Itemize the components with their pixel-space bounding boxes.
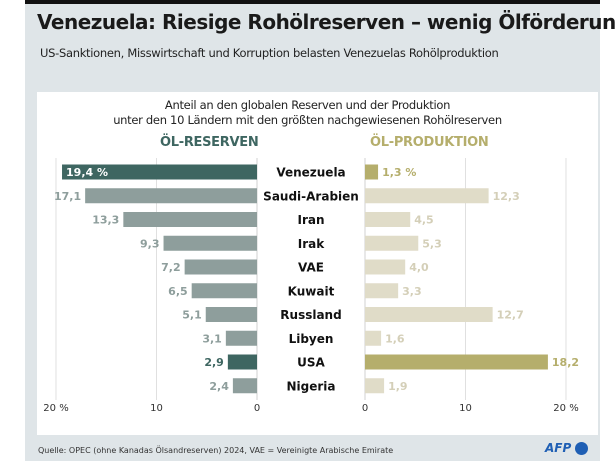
subtitle: US-Sanktionen, Misswirtschaft und Korrup…	[40, 46, 499, 60]
reserve-value-label: 19,4 %	[66, 166, 108, 179]
production-value-label: 18,2	[552, 356, 579, 369]
reserves-header: ÖL-RESERVEN	[160, 135, 259, 150]
category-label: USA	[297, 356, 325, 370]
reserve-value-label: 17,1	[54, 190, 81, 203]
reserve-value-label: 9,3	[140, 237, 160, 250]
reserve-value-label: 2,9	[204, 356, 224, 369]
source-note: Quelle: OPEC (ohne Kanadas Ölsandreserve…	[38, 446, 394, 455]
production-value-label: 1,9	[388, 380, 408, 393]
category-label: VAE	[298, 261, 324, 275]
chart-title: Anteil an den globalen Reserven und der …	[164, 98, 451, 112]
tick-label-right: 10	[459, 403, 472, 414]
reserve-bar	[225, 330, 257, 346]
reserve-bar	[62, 164, 257, 180]
production-value-label: 12,7	[497, 309, 524, 322]
production-bar	[365, 259, 406, 275]
production-bar	[365, 212, 411, 227]
production-value-label: 3,3	[402, 285, 422, 298]
production-header: ÖL-PRODUKTION	[370, 135, 489, 150]
production-bar	[365, 378, 385, 394]
reserve-value-label: 6,5	[168, 285, 188, 298]
reserve-value-label: 5,1	[182, 309, 202, 322]
reserve-value-label: 13,3	[92, 214, 119, 227]
production-bar	[365, 235, 419, 251]
tick-label-left: 20 %	[43, 403, 68, 414]
tick-label-left: 0	[254, 403, 260, 414]
production-value-label: 4,0	[409, 261, 429, 274]
category-label: Irak	[298, 237, 325, 251]
category-label: Nigeria	[286, 379, 335, 393]
reserve-value-label: 3,1	[202, 332, 222, 345]
category-label: Russland	[280, 308, 341, 322]
reserve-bar	[85, 188, 258, 204]
reserve-value-label: 7,2	[161, 261, 181, 274]
category-label: Venezuela	[276, 166, 345, 180]
production-value-label: 1,6	[385, 332, 405, 345]
production-bar	[365, 354, 548, 370]
production-bar	[365, 283, 399, 299]
afp-logo-dot	[575, 442, 588, 455]
tick-label-right: 0	[362, 403, 368, 414]
category-label: Iran	[297, 213, 324, 227]
production-value-label: 1,3 %	[382, 166, 416, 179]
page-title: Venezuela: Riesige Rohölreserven – wenig…	[37, 10, 615, 34]
afp-logo: AFP	[545, 441, 572, 455]
production-value-label: 4,5	[414, 214, 434, 227]
reserve-bar	[191, 283, 257, 299]
tick-label-left: 10	[150, 403, 163, 414]
production-bar	[365, 330, 382, 346]
reserve-bar	[227, 354, 257, 370]
chart-title-2: unter den 10 Ländern mit den größten nac…	[113, 113, 502, 127]
reserve-bar	[163, 235, 257, 251]
reserve-bar	[232, 378, 257, 394]
category-label: Kuwait	[288, 284, 335, 298]
reserve-bar	[184, 259, 257, 275]
production-value-label: 12,3	[493, 190, 520, 203]
category-label: Saudi-Arabien	[263, 189, 359, 203]
category-label: Libyen	[289, 332, 334, 346]
production-bar	[365, 164, 379, 180]
reserve-value-label: 2,4	[209, 380, 229, 393]
reserve-bar	[205, 307, 257, 322]
production-bar	[365, 307, 493, 322]
production-value-label: 5,3	[422, 237, 442, 250]
reserve-bar	[123, 212, 258, 227]
production-bar	[365, 188, 489, 204]
tick-label-right: 20 %	[553, 403, 578, 414]
chart-panel	[37, 92, 598, 435]
